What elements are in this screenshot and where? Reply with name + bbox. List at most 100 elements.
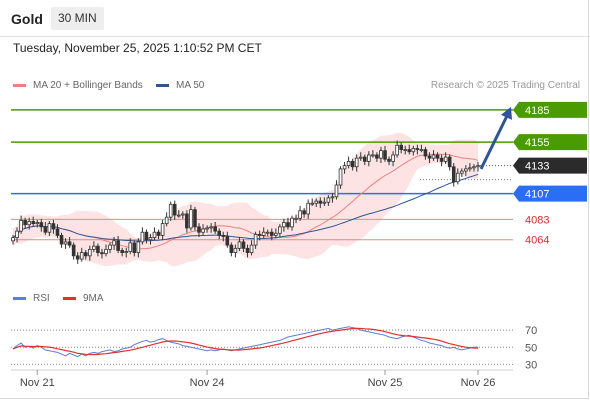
candle-up [15,230,19,238]
candle-down [193,209,197,228]
candle-up [104,248,108,255]
candle-up [209,226,213,229]
candle-down [100,252,104,255]
candle-down [387,158,391,162]
x-tick-label: Nov 24 [190,377,225,389]
timeframe-badge[interactable]: 30 MIN [51,7,104,30]
candle-down [451,166,456,183]
candle-down [245,247,250,254]
svg-text:4133: 4133 [525,161,549,173]
bollinger-band-area [13,132,478,267]
candle-up [112,240,116,246]
candle-down [302,210,306,215]
candle-up [334,184,339,198]
ma50-line [12,173,479,242]
ma9-swatch [63,296,76,300]
candle-down [120,250,124,254]
candle-down [318,200,323,204]
ma20-swatch [13,83,26,87]
candle-up [322,201,327,204]
rsi-swatch [13,296,26,300]
candle-up [468,167,472,170]
svg-text:4155: 4155 [525,137,549,149]
svg-text:4107: 4107 [525,189,549,201]
candle-up [460,170,464,174]
candle-down [225,236,230,246]
legend-item-ma50: MA 50 [156,80,204,91]
candle-down [241,241,246,249]
candle-down [407,149,412,153]
candle-down [172,203,177,216]
candle-down [83,252,88,257]
legend-label-rsi: RSI [33,293,50,304]
candle-down [96,245,100,254]
legend-label-9ma: 9MA [83,293,104,304]
candle-up [47,223,52,233]
rsi-line [12,326,478,358]
candle-down [362,156,367,162]
candle-down [399,144,403,150]
candle-up [314,200,319,204]
candle-up [391,154,395,162]
rsi-ma9-line [12,327,479,356]
candle-up [124,251,129,254]
candle-up [79,252,84,260]
candle-up [108,244,112,250]
legend-item-9ma: 9MA [63,293,104,304]
candle-up [395,144,399,156]
candle-up [367,154,371,162]
candle-up [338,168,343,186]
candle-down [383,150,387,160]
candle-down [31,221,36,225]
candle-up [27,221,31,226]
candle-up [310,202,315,205]
candle-up [140,231,145,243]
candle-up [249,244,254,254]
candle-down [67,241,72,246]
candle-down [447,156,452,168]
legend-label-ma20: MA 20 + Bollinger Bands [33,80,143,91]
legend-label-ma50: MA 50 [176,80,205,91]
candle-up [379,150,383,159]
candle-down [132,242,137,254]
x-tick-label: Nov 25 [368,377,403,389]
candle-up [472,166,476,169]
candle-up [160,223,165,236]
candle-down [144,231,149,241]
candle-down [23,220,27,226]
legend-item-ma20: MA 20 + Bollinger Bands [13,80,143,91]
chart-header: Gold 30 MIN [0,0,590,37]
candle-down [427,155,432,159]
level-tag-4133: 4133 [513,157,587,174]
candle-up [298,210,302,219]
candle-up [306,202,310,215]
rsi-tick-70: 70 [525,325,537,337]
candle-down [375,154,379,159]
candle-down [213,226,217,232]
svg-text:4185: 4185 [525,105,549,117]
instrument-name: Gold [11,11,43,27]
candle-up [330,196,335,199]
level-tag-4107: 4107 [513,185,587,202]
candle-down [156,231,161,236]
candle-up [403,149,408,151]
rsi-tick-50: 50 [525,342,537,354]
candle-down [257,233,262,236]
candle-up [253,233,258,246]
candle-up [152,231,157,238]
level-label-4083: 4083 [525,214,549,226]
candle-down [423,149,428,157]
candle-up [274,232,278,236]
target-arrow-head [501,106,512,120]
candle-up [443,156,448,162]
legend-item-rsi: RSI [13,293,50,304]
candle-up [326,197,331,203]
candle-up [128,242,133,252]
candle-up [342,165,347,170]
candle-down [229,244,234,254]
candle-up [282,222,286,228]
chart-datetime: Tuesday, November 25, 2025 1:10:52 PM CE… [13,41,262,55]
ma50-swatch [156,83,169,87]
